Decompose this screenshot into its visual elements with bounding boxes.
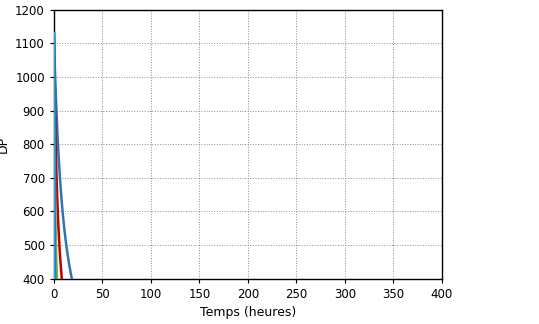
Y-axis label: DP: DP xyxy=(0,136,10,153)
X-axis label: Temps (heures): Temps (heures) xyxy=(200,306,296,319)
